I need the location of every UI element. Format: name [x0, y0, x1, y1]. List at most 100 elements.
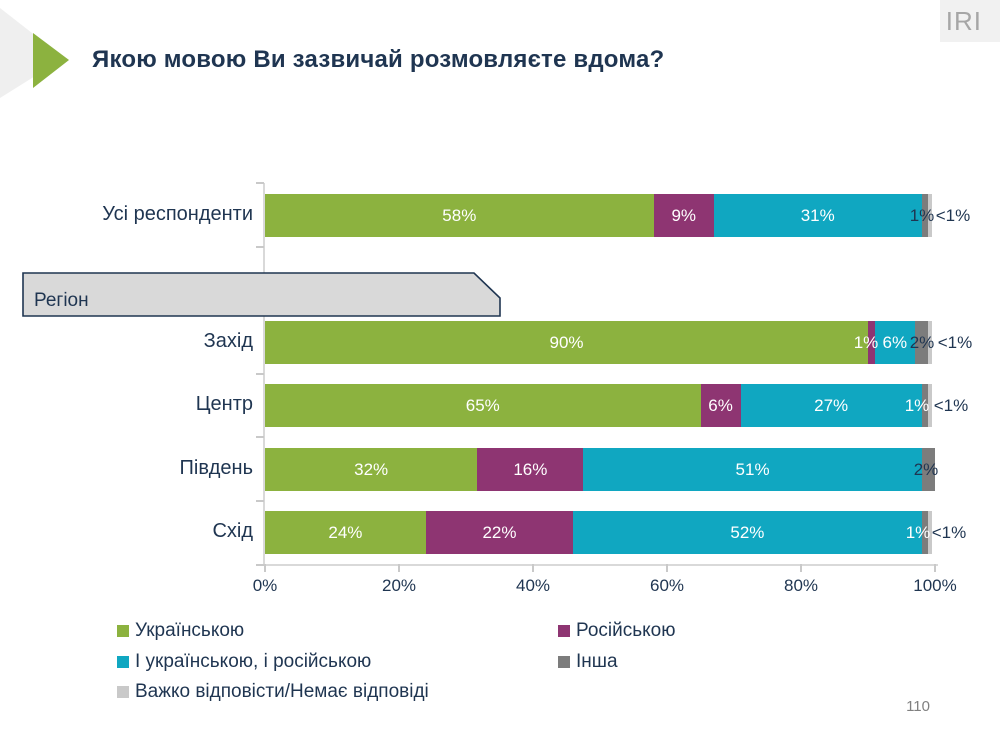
bar-row: 24% 22% 52% 1% <1% — [265, 511, 966, 554]
x-axis-tick-label: 40% — [515, 576, 551, 595]
bar-value-label: 58% — [442, 205, 477, 225]
bar-segment-dk — [928, 384, 932, 427]
x-axis-tick-label: 100% — [913, 576, 957, 595]
legend-swatch-ukr — [117, 625, 129, 637]
bar-segment-both: 6% — [874, 321, 915, 364]
x-axis-tick — [264, 564, 266, 572]
header-arrow-decoration — [0, 8, 69, 98]
category-label: Схід — [212, 520, 253, 542]
category-axis-line — [263, 183, 265, 565]
bar-end-label: <1% — [931, 523, 967, 542]
bar-value-label: 27% — [814, 395, 849, 415]
x-axis-tick — [800, 564, 802, 572]
legend-label: І українською, і російською — [135, 651, 372, 672]
bar-segment-rus: 16% — [477, 448, 584, 491]
x-axis-tick-label: 60% — [649, 576, 685, 595]
legend-swatch-other — [558, 656, 570, 668]
x-axis-tick-label: 0% — [252, 576, 278, 595]
category-tick — [256, 564, 264, 566]
bar-segment-dk — [928, 194, 932, 237]
green-arrow-icon — [33, 33, 69, 88]
bar-segment-ukr: 90% — [265, 321, 868, 364]
category-tick — [256, 246, 264, 248]
bar-segment-both: 51% — [583, 448, 922, 491]
bar-segment-ukr: 58% — [265, 194, 654, 237]
iri-logo: IRI — [945, 6, 982, 36]
page-title: Якою мовою Ви зазвичай розмовляєте вдома… — [92, 46, 665, 73]
x-axis-tick — [934, 564, 936, 572]
legend-item-both: І українською, і російською — [117, 651, 371, 673]
bar-value-label: 16% — [513, 459, 548, 479]
category-tick — [256, 373, 264, 375]
legend-swatch-both — [117, 656, 129, 668]
category-label: Південь — [179, 457, 253, 479]
bar-segment-ukr: 32% — [265, 448, 478, 491]
bar-segment-ukr: 24% — [265, 511, 426, 554]
category-tick — [256, 500, 264, 502]
bar-segment-other — [921, 511, 929, 554]
category-tick — [256, 182, 264, 184]
legend-item-rus: Російською — [558, 620, 675, 642]
legend-label: Російською — [576, 620, 676, 641]
bar-value-label: 6% — [708, 395, 733, 415]
bar-value-label: 52% — [730, 522, 765, 542]
category-label: Захід — [203, 330, 253, 352]
legend-item-dk: Важко відповісти/Немає відповіді — [117, 681, 429, 703]
bar-end-label: 1% — [909, 206, 935, 225]
x-axis-tick — [398, 564, 400, 572]
page-number: 110 — [906, 698, 930, 715]
bar-row: 90% 6% 1% 2% <1% — [265, 321, 972, 364]
legend-swatch-dk — [117, 686, 129, 698]
bar-segment-other — [921, 448, 935, 491]
bar-segment-dk — [928, 321, 932, 364]
bar-end-label: 1% — [905, 523, 931, 542]
bar-segment-rus — [868, 321, 875, 364]
bar-segment-other — [914, 321, 929, 364]
bar-segment-other — [921, 194, 929, 237]
bar-end-label: <1% — [933, 396, 969, 415]
bar-end-label: 1% — [904, 396, 930, 415]
bar-segment-rus: 9% — [653, 194, 714, 237]
x-axis-tick — [666, 564, 668, 572]
bar-end-label: 2% — [913, 460, 939, 479]
bar-segment-rus: 22% — [425, 511, 574, 554]
bar-row: 58% 9% 31% 1% <1% — [265, 194, 970, 237]
legend-item-ukr: Українською — [117, 620, 244, 642]
category-label: Усі респонденти — [102, 203, 253, 225]
bar-value-label: 24% — [328, 522, 363, 542]
legend-label: Українською — [135, 620, 245, 641]
bar-segment-both: 52% — [573, 511, 922, 554]
x-axis-tick-label: 20% — [381, 576, 417, 595]
bar-value-label: 6% — [882, 332, 908, 352]
region-tag-label: Регіон — [34, 290, 89, 311]
bar-end-label: 2% — [909, 333, 935, 352]
x-axis-tick — [532, 564, 534, 572]
gray-chevron-icon — [0, 8, 64, 98]
bar-segment-ukr: 65% — [265, 384, 701, 427]
bar-end-label: 1% — [853, 333, 879, 352]
category-tick — [256, 436, 264, 438]
bar-value-label: 65% — [465, 395, 500, 415]
bar-segment-other — [921, 384, 929, 427]
bar-value-label: 31% — [800, 205, 835, 225]
bar-segment-dk — [928, 511, 932, 554]
bar-value-label: 51% — [735, 459, 770, 479]
region-tag-shape — [22, 272, 501, 317]
bar-value-label: 32% — [354, 459, 389, 479]
legend-swatch-rus — [558, 625, 570, 637]
category-label: Центр — [195, 393, 253, 415]
legend-item-other: Інша — [558, 651, 618, 673]
bar-segment-both: 27% — [740, 384, 922, 427]
bar-row: 65% 6% 27% 1% <1% — [265, 384, 968, 427]
bar-segment-rus: 6% — [700, 384, 741, 427]
bar-end-label: <1% — [937, 333, 973, 352]
legend-label: Інша — [576, 651, 618, 672]
bar-value-label: 90% — [549, 332, 584, 352]
legend-label: Важко відповісти/Немає відповіді — [135, 681, 429, 702]
bar-value-label: 22% — [482, 522, 517, 542]
bar-segment-both: 31% — [713, 194, 922, 237]
bar-end-label: <1% — [935, 206, 971, 225]
x-axis-tick-label: 80% — [783, 576, 819, 595]
value-axis-line — [264, 564, 938, 566]
